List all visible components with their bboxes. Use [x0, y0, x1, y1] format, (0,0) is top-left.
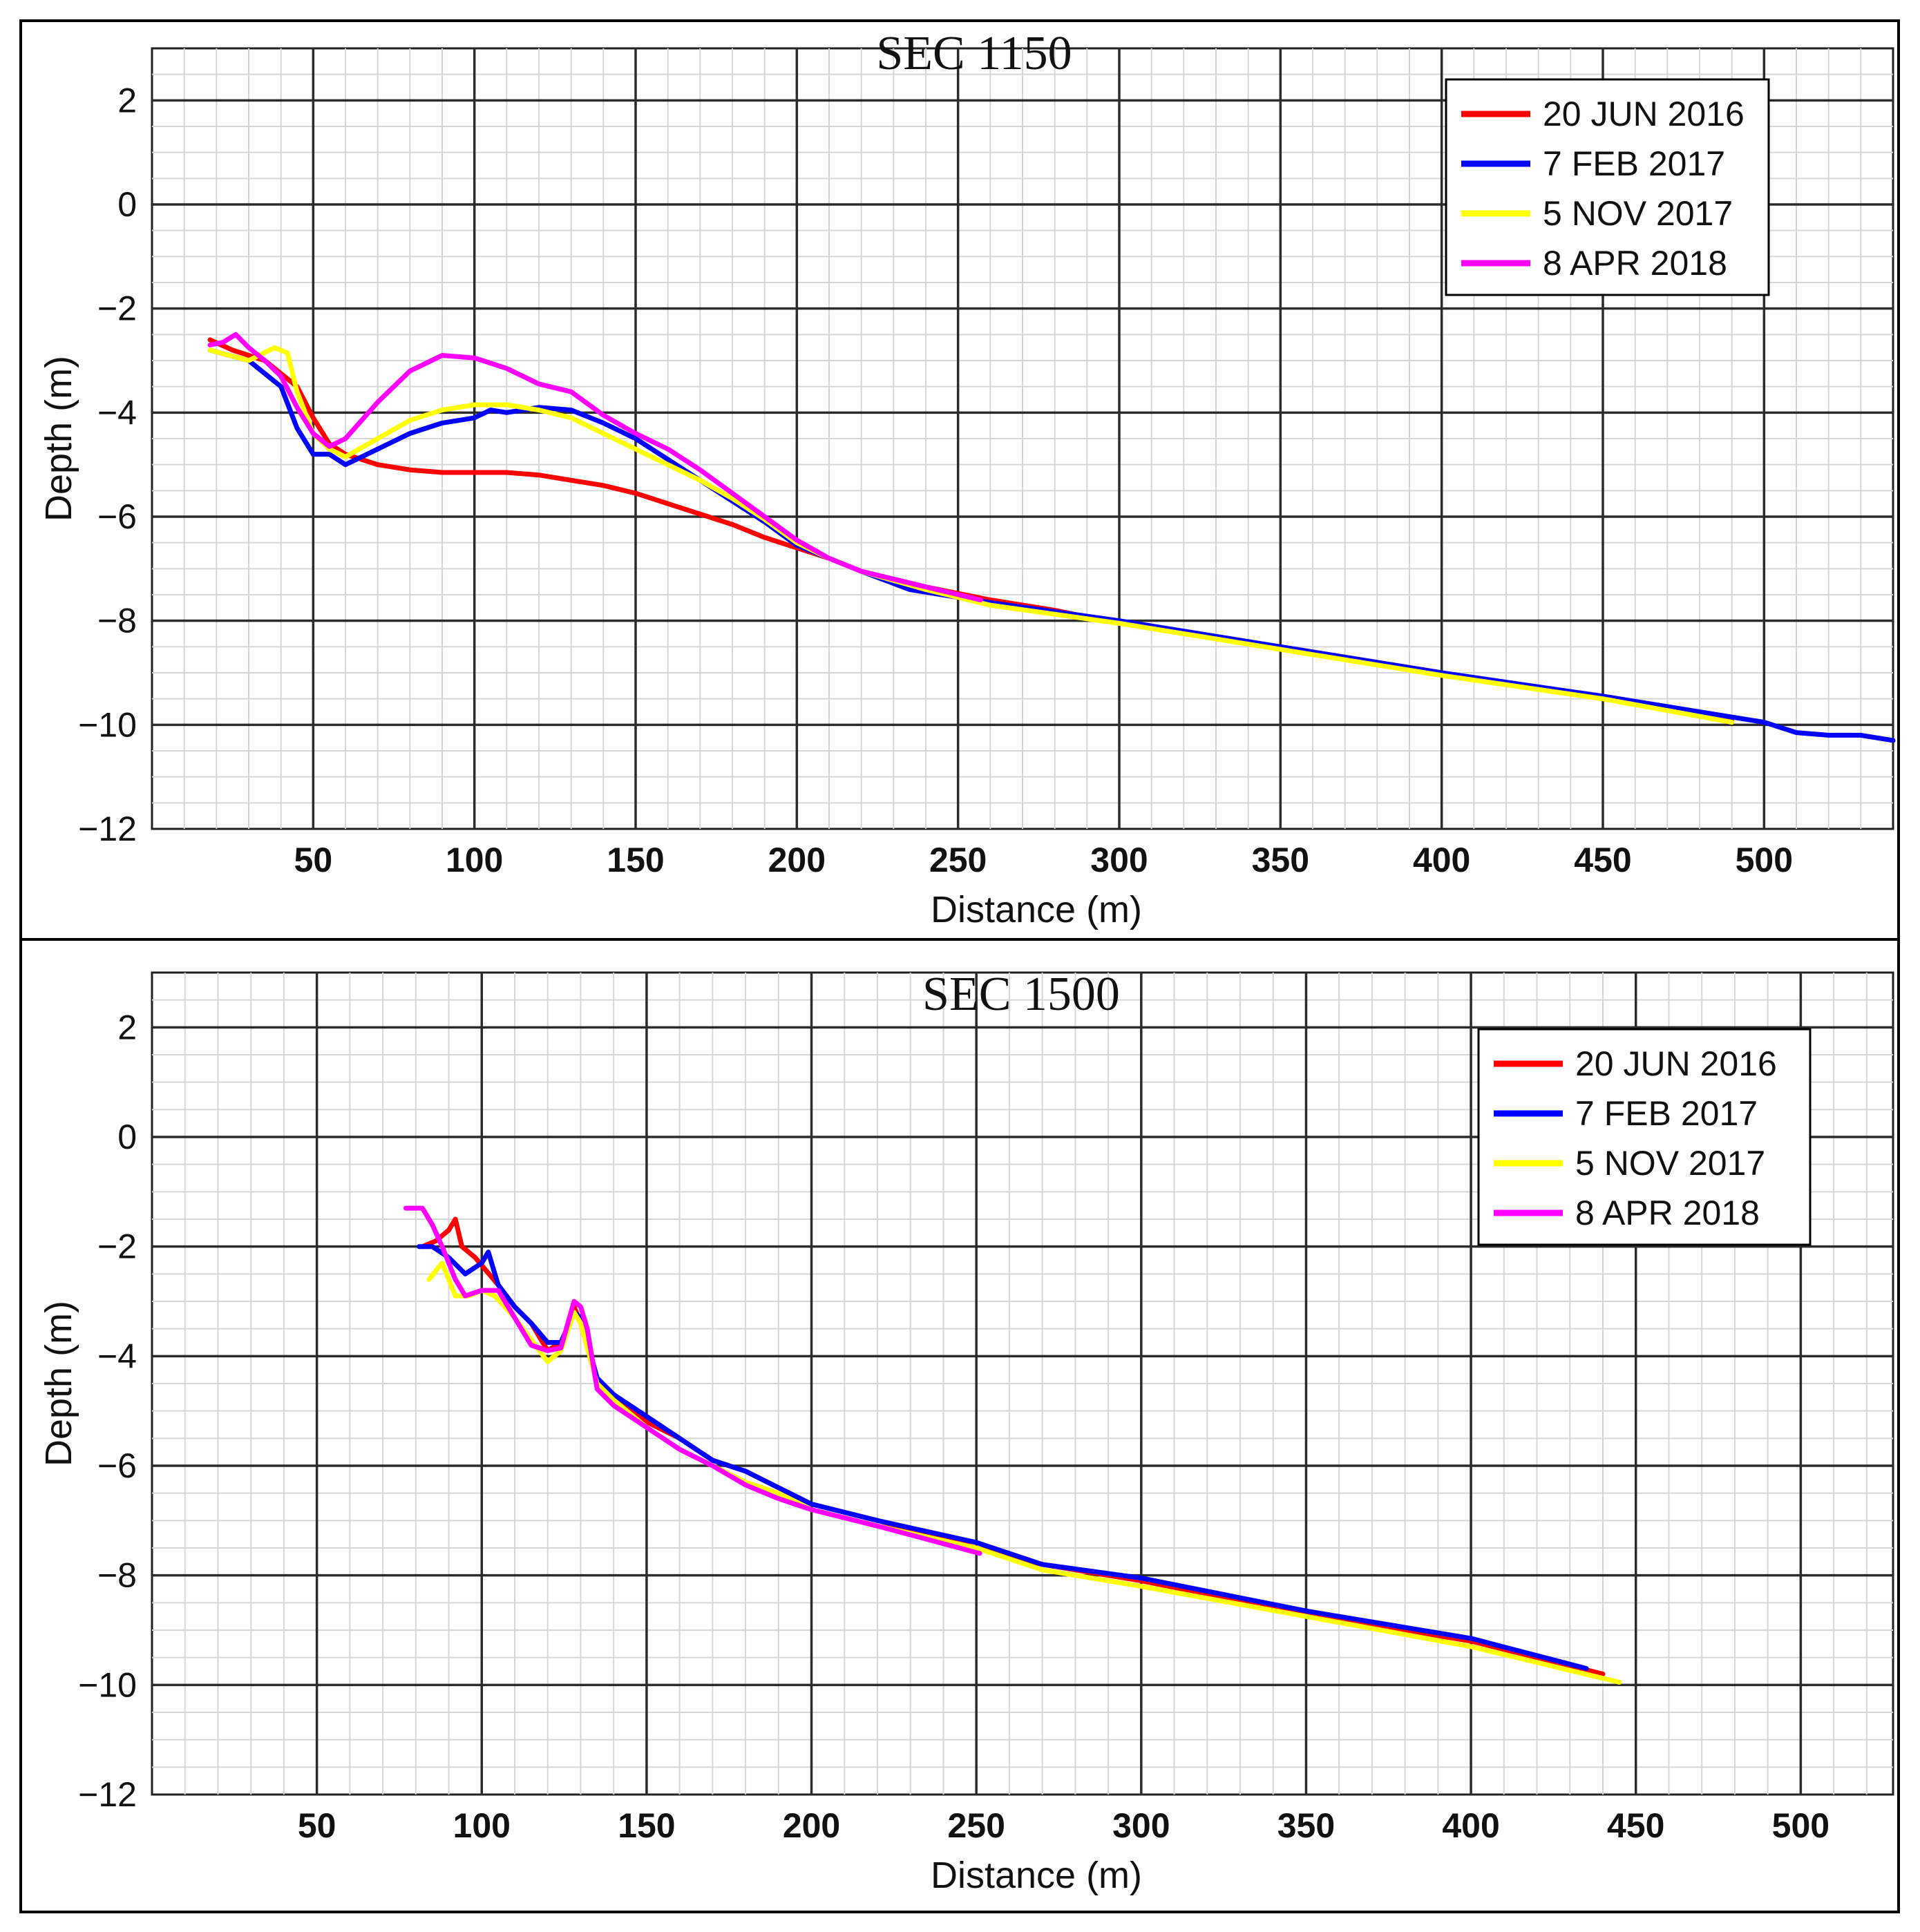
- y-tick-label: −12: [78, 1775, 137, 1814]
- x-tick-label: 200: [768, 841, 826, 879]
- y-axis-label: Depth (m): [38, 356, 79, 522]
- y-tick-label: 2: [117, 1008, 137, 1046]
- chart-panel-sec-1500: 2 0 −2 −4 −6 −8 −10 −12 50 100 150 200 250 300 350 400 4…: [19, 938, 1900, 1913]
- x-tick-label: 500: [1772, 1806, 1829, 1845]
- x-tick-label: 150: [618, 1806, 675, 1845]
- x-tick-label: 50: [294, 841, 333, 879]
- x-tick-label: 100: [446, 841, 503, 879]
- legend-label: 8 APR 2018: [1575, 1194, 1760, 1232]
- y-tick-label: −4: [97, 1337, 137, 1375]
- x-tick-label: 50: [298, 1806, 336, 1845]
- y-tick-label: −10: [78, 705, 137, 744]
- legend: 20 JUN 2016 7 FEB 2017 5 NOV 2017 8 APR 201…: [1445, 78, 1770, 296]
- legend-label: 5 NOV 2017: [1543, 194, 1733, 233]
- x-tick-label: 350: [1252, 841, 1309, 879]
- x-tick-label: 400: [1442, 1806, 1499, 1845]
- panel-border: [19, 938, 1900, 1913]
- legend-label: 20 JUN 2016: [1575, 1044, 1777, 1083]
- x-tick-label: 500: [1736, 841, 1793, 879]
- x-tick-label: 400: [1413, 841, 1470, 879]
- x-tick-label: 450: [1607, 1806, 1664, 1845]
- y-tick-label: −12: [78, 810, 137, 848]
- x-tick-label: 200: [783, 1806, 840, 1845]
- series-line-7-feb-2017: [417, 1244, 1589, 1671]
- y-tick-label: −8: [97, 602, 137, 640]
- y-tick-label: −8: [97, 1556, 137, 1595]
- legend-label: 20 JUN 2016: [1543, 95, 1745, 133]
- y-tick-label: 0: [117, 1118, 137, 1156]
- legend-label: 7 FEB 2017: [1575, 1094, 1758, 1133]
- chart-panel-sec-1150: 2 0 −2 −4 −6 −8 −10 −12 50 100 150 200 250 300 350 400 4…: [19, 19, 1900, 941]
- series-group: [403, 1205, 1622, 1685]
- series-group: [207, 332, 1896, 743]
- x-axis-label: Distance (m): [931, 889, 1142, 930]
- chart-title: SEC 1150: [876, 27, 1072, 80]
- x-tick-label: 250: [947, 1806, 1005, 1845]
- y-tick-label: −4: [97, 393, 137, 432]
- x-tick-label: 350: [1277, 1806, 1335, 1845]
- x-tick-label: 300: [1112, 1806, 1170, 1845]
- legend-label: 7 FEB 2017: [1543, 144, 1725, 183]
- series-line-8-apr-2018: [207, 332, 983, 602]
- y-tick-label: −6: [97, 1446, 137, 1485]
- x-tick-label: 250: [929, 841, 987, 879]
- series-line-8-apr-2018: [403, 1205, 982, 1556]
- legend: 20 JUN 2016 7 FEB 2017 5 NOV 2017 8 APR 201…: [1477, 1028, 1812, 1246]
- legend-label: 8 APR 2018: [1543, 244, 1727, 283]
- chart-title: SEC 1500: [922, 968, 1120, 1021]
- legend-label: 5 NOV 2017: [1575, 1144, 1765, 1183]
- y-tick-label: −10: [78, 1665, 137, 1704]
- series-line-7-feb-2017: [207, 347, 1896, 743]
- x-tick-label: 100: [453, 1806, 511, 1845]
- y-tick-label: −2: [97, 289, 137, 328]
- y-axis-label: Depth (m): [38, 1301, 79, 1466]
- y-tick-label: −6: [97, 497, 137, 536]
- x-tick-label: 450: [1574, 841, 1631, 879]
- y-tick-label: −2: [97, 1227, 137, 1266]
- x-axis-label: Distance (m): [931, 1855, 1142, 1896]
- x-tick-label: 300: [1090, 841, 1148, 879]
- x-tick-label: 150: [607, 841, 664, 879]
- y-tick-label: 2: [117, 81, 137, 119]
- y-tick-label: 0: [117, 185, 137, 224]
